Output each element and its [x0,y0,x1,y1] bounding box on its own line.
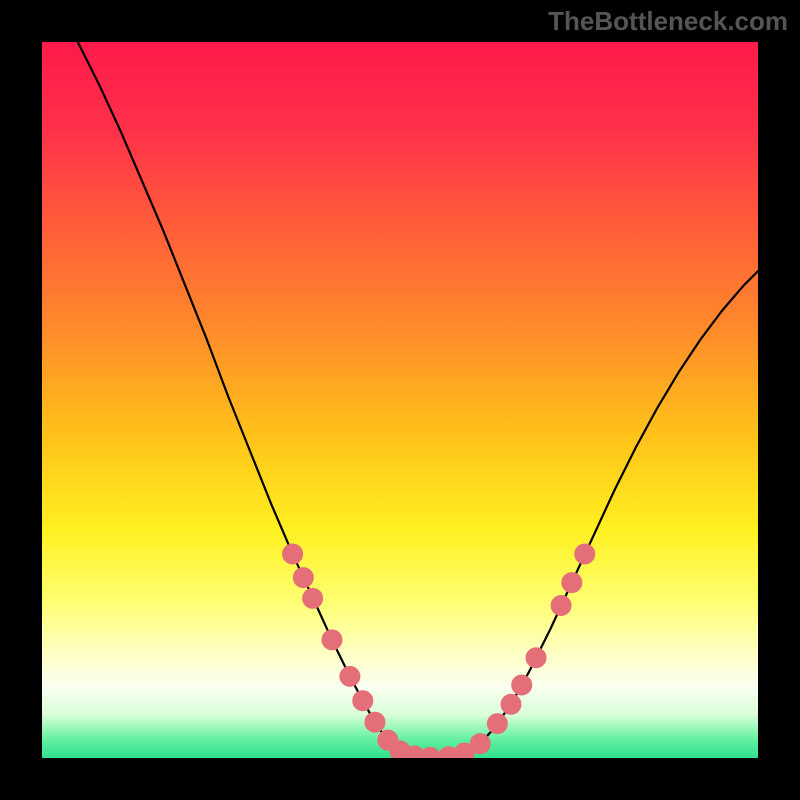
stage: TheBottleneck.com [0,0,800,800]
marker-point [470,734,490,754]
curve-right [464,271,758,754]
marker-point [365,712,385,732]
marker-point [562,573,582,593]
watermark-text: TheBottleneck.com [548,6,788,37]
markers [283,544,595,758]
marker-point [487,714,507,734]
plot-area [42,42,758,758]
marker-point [575,544,595,564]
marker-point [340,666,360,686]
marker-point [512,675,532,695]
marker-point [283,544,303,564]
marker-point [551,595,571,615]
marker-point [501,694,521,714]
marker-point [526,648,546,668]
curve-left [78,42,407,754]
marker-point [420,747,440,758]
marker-point [353,691,373,711]
marker-point [322,630,342,650]
marker-point [303,588,323,608]
marker-point [293,568,313,588]
chart-svg [42,42,758,758]
